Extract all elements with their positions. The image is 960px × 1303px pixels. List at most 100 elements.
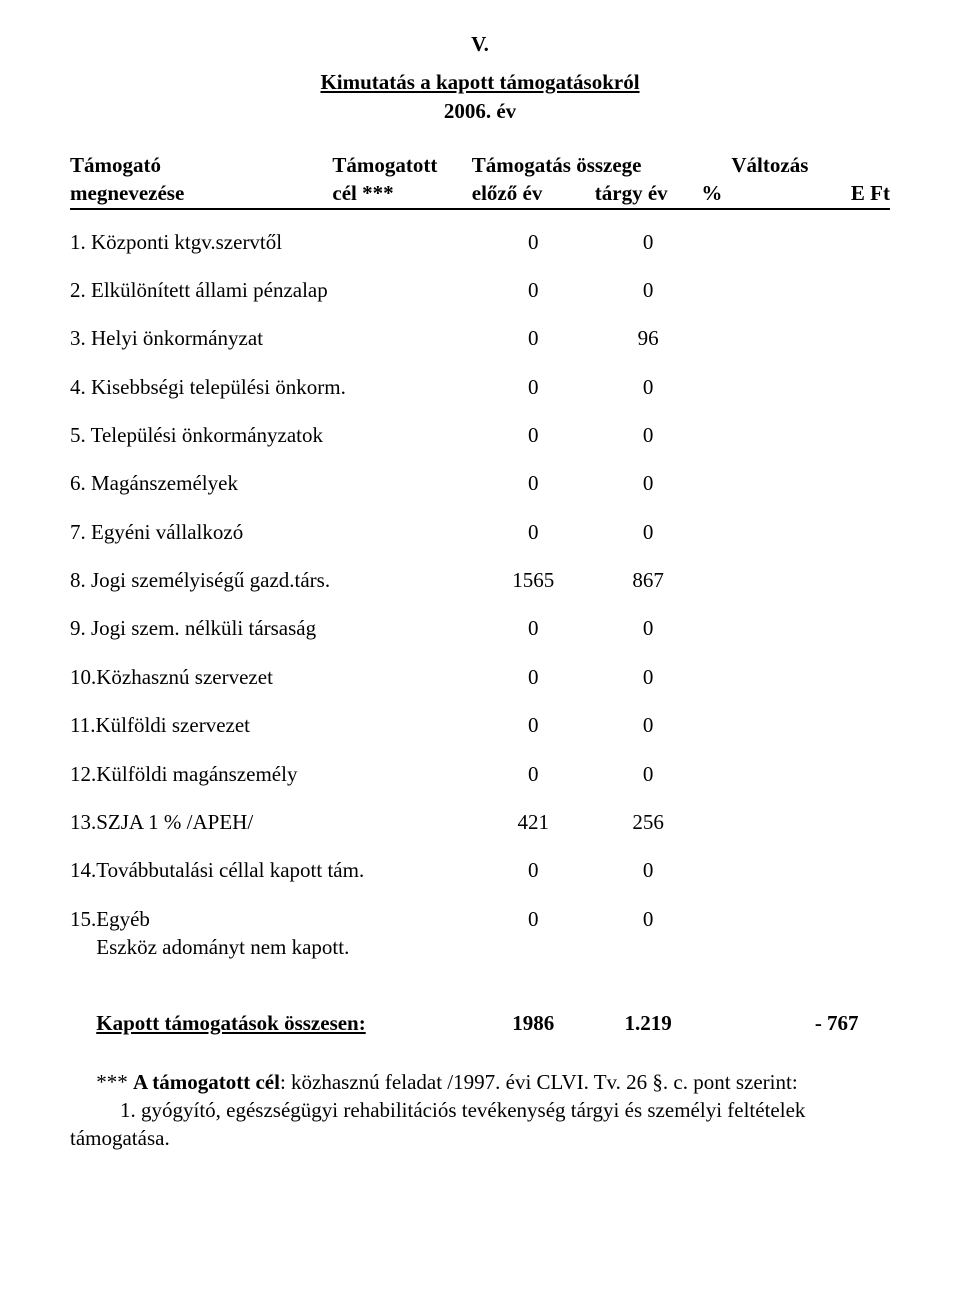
data-table: 1. Központi ktgv.szervtől002. Elkülöníte… xyxy=(70,218,890,1048)
footnote-1-rest: : közhasznú feladat /1997. évi CLVI. Tv.… xyxy=(280,1070,798,1094)
table-row: 1. Központi ktgv.szervtől00 xyxy=(70,218,890,266)
row-label: 15.Egyéb Eszköz adományt nem kapott. xyxy=(70,895,472,972)
row-label: 2. Elkülönített állami pénzalap xyxy=(70,266,472,314)
row-value-curr: 0 xyxy=(595,363,702,411)
footnote-1-bold: A támogatott cél xyxy=(133,1070,280,1094)
row-value-eft xyxy=(783,604,890,652)
total-prev: 1986 xyxy=(472,999,595,1047)
row-value-prev: 0 xyxy=(472,895,595,972)
table-row: 2. Elkülönített állami pénzalap00 xyxy=(70,266,890,314)
table-row: 9. Jogi szem. nélküli társaság00 xyxy=(70,604,890,652)
row-value-pct xyxy=(701,846,783,894)
row-value-prev: 0 xyxy=(472,508,595,556)
table-row: 13.SZJA 1 % /APEH/421256 xyxy=(70,798,890,846)
footnote-3: támogatása. xyxy=(70,1124,890,1152)
row-value-curr: 867 xyxy=(595,556,702,604)
row-value-curr: 0 xyxy=(595,411,702,459)
row-value-prev: 0 xyxy=(472,604,595,652)
table-total-row: Kapott támogatások összesen:19861.219- 7… xyxy=(70,999,890,1047)
head-col4b-bottom: E Ft xyxy=(783,179,890,208)
row-value-curr: 0 xyxy=(595,701,702,749)
row-label: 1. Központi ktgv.szervtől xyxy=(70,218,472,266)
row-value-pct xyxy=(701,701,783,749)
head-col2-top: Támogatott xyxy=(332,151,471,179)
row-value-pct xyxy=(701,750,783,798)
row-value-eft xyxy=(783,411,890,459)
row-label: 14.Továbbutalási céllal kapott tám. xyxy=(70,846,472,894)
table-row: 8. Jogi személyiségű gazd.társ.1565867 xyxy=(70,556,890,604)
footnote-2: 1. gyógyító, egészségügyi rehabilitációs… xyxy=(70,1096,890,1124)
row-value-prev: 0 xyxy=(472,363,595,411)
row-value-eft xyxy=(783,314,890,362)
head-col3-top: Támogatás összege xyxy=(472,151,702,179)
row-value-pct xyxy=(701,218,783,266)
row-value-curr: 256 xyxy=(595,798,702,846)
footnotes: *** A támogatott cél: közhasznú feladat … xyxy=(70,1068,890,1153)
row-value-pct xyxy=(701,604,783,652)
row-value-pct xyxy=(701,895,783,972)
row-value-eft xyxy=(783,895,890,972)
total-eft: - 767 xyxy=(783,999,890,1047)
row-value-prev: 0 xyxy=(472,846,595,894)
row-value-eft xyxy=(783,266,890,314)
row-label: 6. Magánszemélyek xyxy=(70,459,472,507)
head-col4a-bottom: % xyxy=(701,179,783,208)
table-row: 14.Továbbutalási céllal kapott tám.00 xyxy=(70,846,890,894)
row-value-curr: 0 xyxy=(595,846,702,894)
table-row: 15.Egyéb Eszköz adományt nem kapott.00 xyxy=(70,895,890,972)
row-value-prev: 0 xyxy=(472,701,595,749)
row-label: 10.Közhasznú szervezet xyxy=(70,653,472,701)
row-label: 12.Külföldi magánszemély xyxy=(70,750,472,798)
row-value-pct xyxy=(701,411,783,459)
total-label: Kapott támogatások összesen: xyxy=(70,999,472,1047)
table-row: 6. Magánszemélyek00 xyxy=(70,459,890,507)
table-row: 11.Külföldi szervezet00 xyxy=(70,701,890,749)
row-value-curr: 0 xyxy=(595,895,702,972)
row-value-curr: 0 xyxy=(595,508,702,556)
head-col2-bottom: cél *** xyxy=(332,179,471,208)
head-col3b-bottom: tárgy év xyxy=(595,179,702,208)
row-value-eft xyxy=(783,846,890,894)
row-value-prev: 0 xyxy=(472,411,595,459)
row-value-eft xyxy=(783,556,890,604)
row-label: 3. Helyi önkormányzat xyxy=(70,314,472,362)
table-row: 10.Közhasznú szervezet00 xyxy=(70,653,890,701)
document-page: V. Kimutatás a kapott támogatásokról 200… xyxy=(0,0,960,1303)
table-row: 4. Kisebbségi települési önkorm.00 xyxy=(70,363,890,411)
head-col3a-bottom: előző év xyxy=(472,179,595,208)
head-col1-top: Támogató xyxy=(70,151,332,179)
table-header: Támogató Támogatott Támogatás összege Vá… xyxy=(70,151,890,210)
table-row: 3. Helyi önkormányzat096 xyxy=(70,314,890,362)
head-col1-bottom: megnevezése xyxy=(70,179,332,208)
document-subtitle: 2006. év xyxy=(70,97,890,125)
row-value-eft xyxy=(783,218,890,266)
row-value-prev: 0 xyxy=(472,653,595,701)
row-value-curr: 0 xyxy=(595,266,702,314)
row-value-prev: 0 xyxy=(472,266,595,314)
table-row: 5. Települési önkormányzatok00 xyxy=(70,411,890,459)
row-value-pct xyxy=(701,556,783,604)
row-label: 4. Kisebbségi települési önkorm. xyxy=(70,363,472,411)
table-row: 12.Külföldi magánszemély00 xyxy=(70,750,890,798)
row-value-eft xyxy=(783,653,890,701)
table-row: 7. Egyéni vállalkozó00 xyxy=(70,508,890,556)
row-value-prev: 1565 xyxy=(472,556,595,604)
row-label: 11.Külföldi szervezet xyxy=(70,701,472,749)
row-value-curr: 96 xyxy=(595,314,702,362)
footnote-1: *** A támogatott cél: közhasznú feladat … xyxy=(70,1068,890,1096)
row-value-prev: 0 xyxy=(472,459,595,507)
row-15-subtext: Eszköz adományt nem kapott. xyxy=(70,935,349,959)
row-value-pct xyxy=(701,363,783,411)
row-value-curr: 0 xyxy=(595,750,702,798)
row-value-prev: 421 xyxy=(472,798,595,846)
row-value-prev: 0 xyxy=(472,314,595,362)
row-value-pct xyxy=(701,798,783,846)
head-col4-top: Változás xyxy=(701,151,890,179)
row-value-eft xyxy=(783,798,890,846)
row-value-curr: 0 xyxy=(595,218,702,266)
section-number: V. xyxy=(70,30,890,58)
row-value-pct xyxy=(701,314,783,362)
row-label: 5. Települési önkormányzatok xyxy=(70,411,472,459)
row-value-eft xyxy=(783,459,890,507)
row-label: 8. Jogi személyiségű gazd.társ. xyxy=(70,556,472,604)
